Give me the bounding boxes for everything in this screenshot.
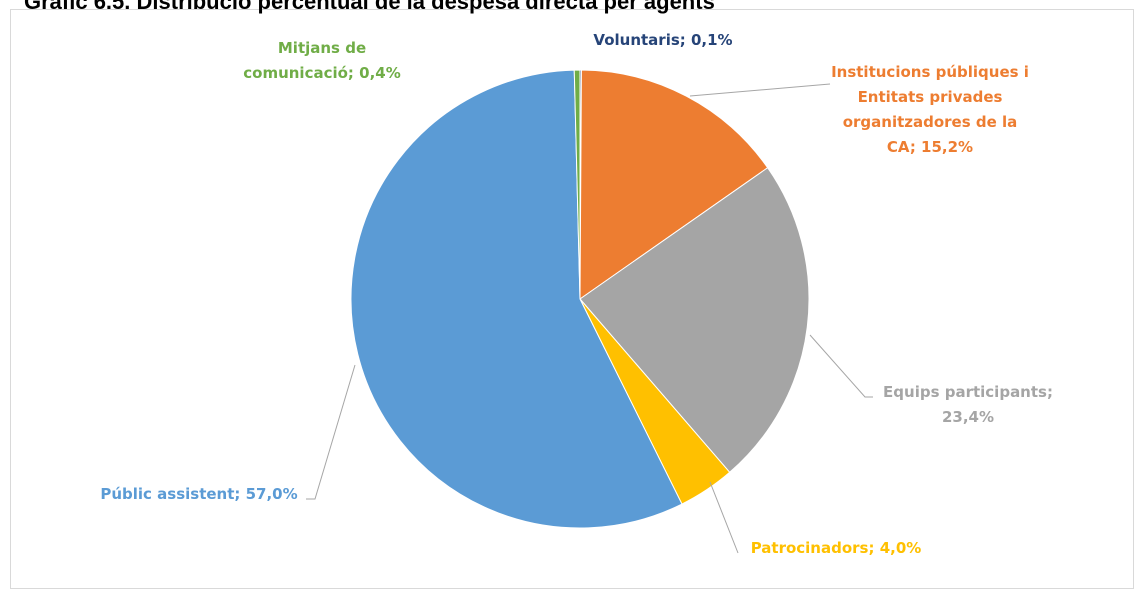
data-label-line: Entitats privades (858, 88, 1003, 106)
data-label-mitjans-de-comunicacio: Mitjans de comunicació; 0,4% (243, 39, 401, 82)
leader-lines (306, 83, 873, 554)
data-label-patrocinadors: Patrocinadors; 4,0% (751, 539, 922, 557)
data-label-line: Públic assistent; 57,0% (100, 485, 297, 503)
pie-slice-public-assistent (350, 69, 683, 529)
data-label-line: CA; 15,2% (887, 138, 973, 156)
data-label-institucions-publiques-i-entitats-privades-organitzadores-de-la-ca: Institucions públiques i Entitats privade… (831, 63, 1029, 156)
pie-slice-equips-participants (579, 167, 810, 474)
data-label-line: Institucions públiques i (831, 63, 1029, 81)
data-label-line: Patrocinadors; 4,0% (751, 539, 922, 557)
leader-line-patrocinadors (709, 481, 739, 554)
pie-slice-mitjans-de-comunicacio (573, 69, 581, 300)
pie-slice-institucions-publiques-i-entitats-privades-organitzadores-de-la-ca (579, 69, 769, 300)
leader-line-public-assistent (306, 364, 356, 500)
leader-line-equips-participants (809, 334, 873, 398)
data-label-line: comunicació; 0,4% (243, 64, 401, 82)
data-label-line: Mitjans de (278, 39, 366, 57)
data-label-line: 23,4% (942, 408, 994, 426)
data-label-equips-participants: Equips participants; 23,4% (883, 383, 1053, 426)
data-label-line: Equips participants; (883, 383, 1053, 401)
chart-title: Gràfic 6.5. Distribució percentual de la… (24, 0, 715, 14)
data-label-public-assistent: Públic assistent; 57,0% (100, 485, 297, 503)
data-label-line: Voluntaris; 0,1% (593, 31, 732, 49)
data-label-line: organitzadores de la (843, 113, 1018, 131)
pie-slices (350, 69, 810, 529)
leader-line-institucions-publiques-i-entitats-privades-organitzadores-de-la-ca (689, 83, 831, 97)
data-labels: Voluntaris; 0,1% Institucions públiques i… (100, 31, 1053, 557)
data-label-voluntaris: Voluntaris; 0,1% (593, 31, 732, 49)
